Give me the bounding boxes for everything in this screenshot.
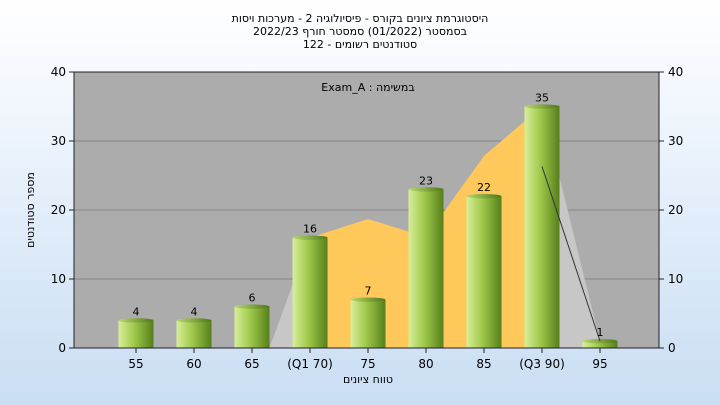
bar-75 (350, 299, 386, 348)
bar-cap (118, 318, 154, 323)
bar-cap (234, 304, 270, 309)
bar-Q390 (524, 106, 560, 348)
x-tick-label: 60 (186, 357, 201, 371)
data-label: 4 (191, 305, 198, 318)
chart-title: היסטוגרמת ציונים בקורס - פיסיולוגיה 2 - … (232, 12, 489, 51)
data-label: 1 (597, 326, 604, 339)
bar-cap (176, 318, 212, 323)
data-label: 4 (133, 305, 140, 318)
x-tick-label: 95 (592, 357, 607, 371)
data-label: 23 (419, 174, 433, 187)
y-tick-label-right: 20 (668, 203, 683, 217)
bar-Q170 (292, 237, 328, 348)
legend: Exam_A : במשימה (321, 81, 414, 94)
y-tick-label-left: 40 (51, 65, 66, 79)
trend-line (541, 166, 601, 342)
x-axis: 55 60 65 (Q1 70) 75 80 85 (Q3 90) 95 (128, 348, 608, 371)
bar-cap (292, 235, 328, 240)
bar-cap (408, 187, 444, 192)
x-tick-label: 80 (418, 357, 433, 371)
y-tick-label-right: 30 (668, 134, 683, 148)
title-line-3: סטודנטים רשומים - 122 (303, 38, 417, 51)
bar-cap (350, 297, 386, 302)
x-tick-label: 75 (360, 357, 375, 371)
data-label: 16 (303, 223, 317, 236)
x-tick-label: (Q3 90) (519, 357, 565, 371)
bar-55 (118, 320, 154, 348)
trend-line-segment (541, 166, 601, 342)
title-line-1: היסטוגרמת ציונים בקורס - פיסיולוגיה 2 - … (232, 12, 489, 25)
bar-cap (466, 194, 502, 199)
y-tick-label-left: 0 (58, 341, 66, 355)
bar-95 (582, 341, 618, 348)
bar-85 (466, 196, 502, 348)
y-tick-label-left: 20 (51, 203, 66, 217)
y-tick-label-left: 30 (51, 134, 66, 148)
y-tick-label-left: 10 (51, 272, 66, 286)
x-tick-label: 55 (128, 357, 143, 371)
x-axis-title: טווח ציונים (343, 373, 393, 386)
x-tick-label: (Q1 70) (287, 357, 333, 371)
y-tick-label-right: 0 (668, 341, 676, 355)
y-tick-label-right: 40 (668, 65, 683, 79)
bar-65 (234, 306, 270, 348)
data-label: 7 (365, 285, 372, 298)
bars (118, 104, 618, 348)
data-label: 22 (477, 181, 491, 194)
bar-cap (524, 104, 560, 109)
data-labels: 4 4 6 16 7 23 22 35 1 (133, 92, 604, 340)
y-axis-left: 0 10 20 30 40 (51, 65, 74, 355)
area-shape-lower (194, 237, 310, 348)
y-axis-right: 0 10 20 30 40 (659, 65, 683, 355)
title-line-2: בסמסטר (01/2022) סמסטר חורף 2022/23 (253, 25, 467, 38)
x-tick-label: 65 (244, 357, 259, 371)
y-tick-label-right: 10 (668, 272, 683, 286)
bar-60 (176, 320, 212, 348)
data-label: 35 (535, 92, 549, 105)
y-axis-title: מספר סטודנטים (24, 172, 37, 248)
bar-80 (408, 189, 444, 348)
x-tick-label: 85 (476, 357, 491, 371)
data-label: 6 (249, 292, 256, 305)
